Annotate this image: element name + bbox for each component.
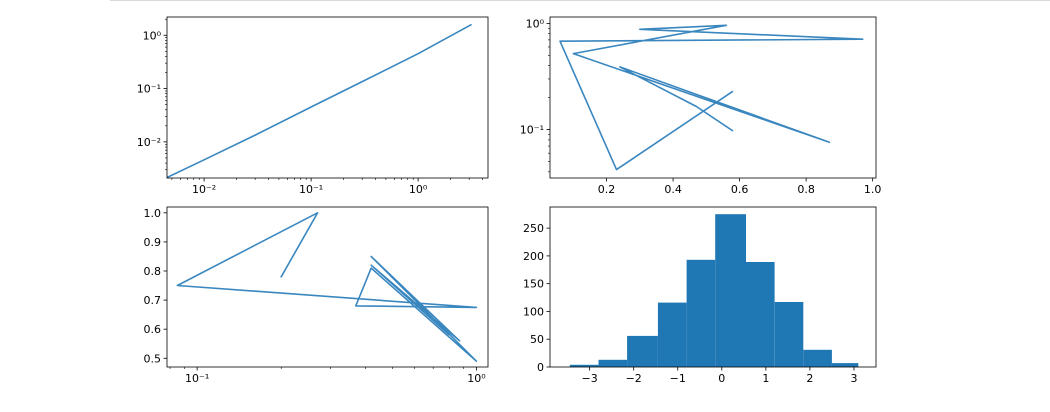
x-tick-label: 10⁻² bbox=[192, 183, 216, 196]
y-tick-label: 0.7 bbox=[144, 294, 162, 307]
y-tick-label: 10⁻¹ bbox=[137, 83, 161, 96]
x-tick-label: −3 bbox=[582, 372, 598, 385]
y-tick-label: 0.6 bbox=[144, 323, 162, 336]
y-tick-label: 50 bbox=[530, 333, 544, 346]
histogram-bar bbox=[803, 349, 832, 367]
x-tick-label: 10⁻¹ bbox=[185, 372, 209, 385]
y-tick-label: 200 bbox=[523, 250, 544, 263]
y-tick-label: 0.5 bbox=[144, 352, 162, 365]
histogram-bar bbox=[569, 364, 599, 367]
y-tick-label: 100 bbox=[523, 305, 544, 318]
histogram-bar bbox=[598, 359, 628, 367]
y-tick-label: 10⁰ bbox=[526, 17, 545, 30]
x-tick-label: 0.4 bbox=[664, 183, 682, 196]
series-line bbox=[559, 24, 864, 171]
x-tick-label: 3 bbox=[850, 372, 857, 385]
x-tick-label: 0.6 bbox=[731, 183, 749, 196]
x-tick-label: 10⁰ bbox=[409, 183, 428, 196]
axes-frame bbox=[166, 206, 489, 368]
histogram-bar bbox=[657, 302, 687, 367]
subplot-semilogy-line: 0.2 0.4 0.6 0.8 1.0 10⁻¹ 10⁰ bbox=[520, 16, 882, 196]
x-tick-label: −1 bbox=[670, 372, 686, 385]
histogram-bar bbox=[831, 363, 859, 367]
x-tick-label: 1 bbox=[762, 372, 769, 385]
subplot-semilogx-line: 10⁻¹ 10⁰ 0.5 0.6 0.7 0.8 0.9 1.0 bbox=[144, 206, 489, 385]
axes-frame bbox=[166, 16, 489, 179]
y-tick-label: 0.9 bbox=[144, 236, 162, 249]
x-tick-label: −2 bbox=[626, 372, 642, 385]
series-line bbox=[167, 23, 472, 178]
x-tick-label: 10⁰ bbox=[467, 372, 486, 385]
x-tick-label: 0.2 bbox=[598, 183, 616, 196]
y-tick-label: 10⁻² bbox=[137, 136, 161, 149]
notebook-cell-top-border bbox=[110, 0, 1050, 1]
x-tick-label: 10⁻¹ bbox=[299, 183, 323, 196]
y-tick-label: 10⁰ bbox=[143, 29, 162, 42]
y-tick-label: 250 bbox=[523, 222, 544, 235]
histogram-bar bbox=[774, 302, 804, 367]
x-tick-label: 0.8 bbox=[797, 183, 815, 196]
subplot-histogram: −3 −2 −1 0 1 2 3 0 50 100 150 200 250 bbox=[523, 206, 877, 385]
histogram-bar bbox=[746, 262, 775, 367]
series-line bbox=[176, 212, 478, 363]
histogram-bar bbox=[715, 214, 746, 367]
y-tick-label: 10⁻¹ bbox=[520, 124, 544, 137]
y-tick-label: 0 bbox=[537, 361, 544, 374]
x-tick-label: 2 bbox=[806, 372, 813, 385]
x-tick-label: 1.0 bbox=[864, 183, 882, 196]
y-tick-label: 0.8 bbox=[144, 265, 162, 278]
subplot-loglog-line: 10⁻² 10⁻¹ 10⁰ 10⁻² 10⁻¹ 10⁰ bbox=[137, 16, 489, 196]
axes-frame bbox=[549, 206, 877, 368]
y-tick-label: 150 bbox=[523, 278, 544, 291]
histogram-bar bbox=[627, 335, 658, 367]
x-tick-label: 0 bbox=[718, 372, 725, 385]
histogram-bar bbox=[686, 259, 716, 367]
y-tick-label: 1.0 bbox=[144, 207, 162, 220]
